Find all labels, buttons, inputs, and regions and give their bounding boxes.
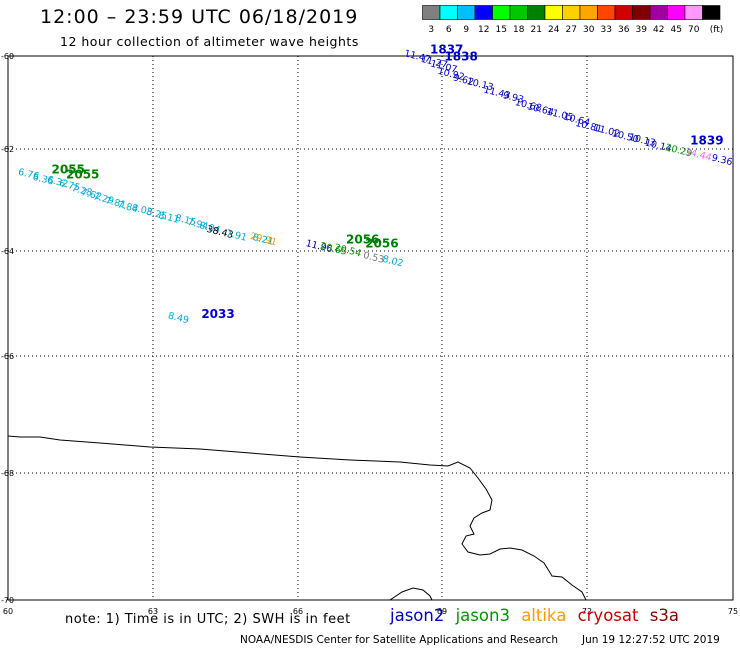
map-title: 12:00 – 23:59 UTC 06/18/2019 [40, 6, 359, 28]
wave-height-label: 7.94 [186, 217, 209, 233]
latitude-tick-label: -64 [1, 247, 14, 256]
colorbar-label: 15 [496, 25, 507, 35]
pass-time-label: 2033 [201, 307, 234, 321]
colorbar-swatch [702, 5, 721, 20]
wave-height-label: 9.36 [710, 152, 733, 168]
colorbar-label: 27 [566, 25, 577, 35]
latitude-tick-label: -68 [1, 469, 14, 478]
wave-height-label: 0.53 [362, 250, 385, 266]
antarctic-coastline [7, 435, 587, 601]
pass-time-label: 2055 [66, 168, 99, 182]
pass-time-label: 2056 [365, 236, 398, 250]
pass-time-label: 2056 [346, 232, 379, 246]
legend-cryosat: cryosat [577, 606, 639, 625]
legend-jason3: jason3 [455, 606, 510, 625]
footnote: note: 1) Time is in UTC; 2) SWH is in fe… [65, 612, 351, 627]
footer-timestamp: Jun 19 12:27:52 UTC 2019 [582, 634, 720, 646]
wave-height-label: 7.28 [70, 183, 93, 199]
latitude-tick-label: -70 [1, 596, 14, 605]
colorbar-label: 18 [513, 25, 525, 35]
map-subtitle: 12 hour collection of altimeter wave hei… [60, 34, 359, 49]
wave-height-label: 8.11 [157, 210, 180, 226]
colorbar-label: 36 [618, 25, 630, 35]
footer-credit: NOAA/NESDIS Center for Satellite Applica… [240, 634, 558, 646]
pass-time-label: 1838 [444, 50, 477, 64]
longitude-tick-label: 69 [437, 607, 447, 616]
graticule: 60 63 66 69 72 75 -60 -62 -64 -66 -68 -70 [1, 52, 738, 616]
wave-height-label: 8.49 [167, 310, 190, 326]
pass-time-label: 2055 [52, 162, 85, 176]
coastline-bay-west [389, 587, 433, 601]
colorbar-label: 24 [548, 25, 560, 35]
longitude-tick-label: 75 [728, 607, 738, 616]
pass-time-label: 1839 [690, 133, 723, 147]
colorbar-label: 39 [636, 25, 648, 35]
wave-height-label: 8.04 [198, 220, 221, 236]
wave-height-label: 7.62 [80, 187, 103, 203]
wave-height-colorbar: 3 6 9 12 15 18 21 24 27 30 33 36 39 42 45 70 (ft) [422, 5, 724, 35]
colorbar-label: 45 [671, 25, 682, 35]
wave-height-label: 8.21 [251, 232, 274, 248]
wave-height-label: 7.29 [92, 191, 115, 207]
wave-height-label: 6.36 [31, 172, 54, 188]
colorbar-label: 3 [428, 25, 434, 35]
legend-altika: altika [521, 606, 567, 625]
colorbar-unit: (ft) [710, 25, 724, 35]
colorbar-label: 21 [531, 25, 542, 35]
wave-height-label: 7.81 [104, 195, 127, 211]
coastline [7, 435, 587, 601]
wave-height-label: 6.75 [58, 178, 81, 194]
latitude-tick-label: -62 [1, 145, 14, 154]
longitude-tick-label: 60 [3, 607, 13, 616]
longitude-tick-label: 63 [148, 607, 158, 616]
satellite-legend: jason2 jason3 altika cryosat s3a [390, 606, 685, 625]
colorbar-label: 6 [446, 25, 452, 35]
latitude-tick-label: -60 [1, 52, 14, 61]
wave-height-label: 8.03 [131, 202, 154, 218]
colorbar-label: 42 [653, 25, 664, 35]
longitude-tick-label: 72 [582, 607, 592, 616]
legend-jason2: jason2 [390, 606, 445, 625]
latitude-tick-label: -66 [1, 352, 14, 361]
wave-height-label: 9.62 [452, 72, 475, 88]
altimeter-tracks: 11.4711.2711.0710.929.6210.1311.439.9310… [17, 43, 734, 327]
colorbar-label: 70 [688, 25, 700, 35]
wave-height-label: 8.25 [145, 207, 168, 223]
wave-height-label: 7.91 [225, 228, 248, 244]
wave-height-label: 8.15 [174, 213, 197, 229]
legend-s3a: s3a [649, 606, 679, 625]
wave-height-label: 9.93 [502, 90, 525, 106]
wave-height-label: 6.76 [17, 167, 40, 183]
colorbar-label: 33 [601, 25, 612, 35]
longitude-tick-label: 66 [293, 607, 303, 616]
colorbar-label: 9 [463, 25, 469, 35]
colorbar-label: 12 [478, 25, 489, 35]
wave-height-label: 7.84 [116, 199, 139, 215]
wave-height-label: 6.32 [46, 174, 69, 190]
colorbar-label: 30 [583, 25, 595, 35]
map-frame [7, 55, 734, 601]
pass-time-label: 1837 [430, 43, 463, 57]
wave-height-label: 8.02 [381, 254, 404, 270]
